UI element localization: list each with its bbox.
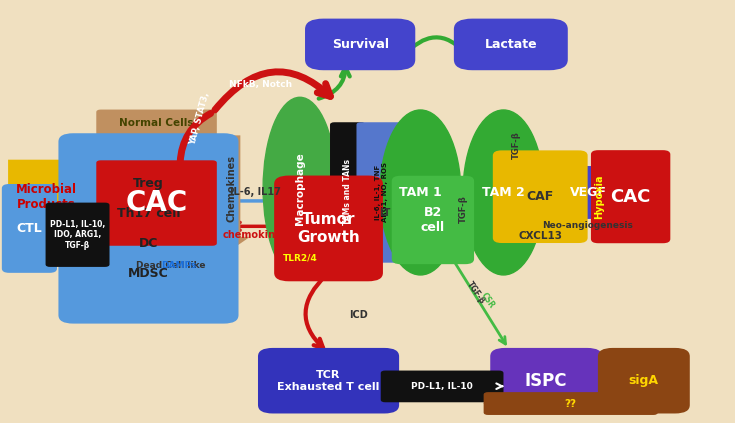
FancyBboxPatch shape: [490, 348, 602, 414]
Ellipse shape: [263, 97, 337, 279]
Text: sigA: sigA: [629, 374, 659, 387]
Text: PD-L1, IL-10,
IDO, ARG1,
TGF-β: PD-L1, IL-10, IDO, ARG1, TGF-β: [50, 220, 105, 250]
Text: TLR2/4: TLR2/4: [282, 253, 318, 263]
FancyBboxPatch shape: [305, 19, 415, 70]
Text: YAP, STAT3,: YAP, STAT3,: [188, 91, 212, 146]
Text: CSR: CSR: [478, 291, 496, 310]
FancyBboxPatch shape: [274, 176, 383, 281]
Text: Tumor
Growth: Tumor Growth: [297, 212, 360, 244]
Text: CAF: CAF: [526, 190, 554, 203]
Text: ??: ??: [564, 398, 577, 409]
Text: LT: LT: [379, 208, 390, 218]
Text: Treg

Th17 cell

DC

MDSC: Treg Th17 cell DC MDSC: [117, 177, 180, 280]
Text: TGF-β: TGF-β: [459, 195, 467, 223]
Text: TGF-β: TGF-β: [512, 131, 520, 159]
Text: DAMPs: DAMPs: [162, 261, 197, 270]
FancyBboxPatch shape: [381, 371, 503, 402]
Text: Macrophage: Macrophage: [295, 152, 305, 225]
Text: CAC: CAC: [611, 188, 650, 206]
Text: IL-6, IL-1, TNF
ARG1, NO, ROS: IL-6, IL-1, TNF ARG1, NO, ROS: [375, 162, 388, 222]
FancyBboxPatch shape: [453, 19, 567, 70]
Text: TAM 2: TAM 2: [482, 186, 525, 199]
Text: IL-6, IL17: IL-6, IL17: [230, 187, 282, 198]
FancyBboxPatch shape: [59, 133, 238, 324]
Text: Survival: Survival: [331, 38, 389, 51]
Text: CTL: CTL: [16, 222, 43, 235]
FancyBboxPatch shape: [492, 151, 587, 243]
Text: CAC: CAC: [126, 189, 187, 217]
FancyBboxPatch shape: [46, 203, 110, 267]
Text: Dead Cell like: Dead Cell like: [136, 261, 209, 270]
FancyBboxPatch shape: [330, 122, 365, 263]
FancyBboxPatch shape: [96, 110, 217, 275]
Text: Neo-angiogenesis: Neo-angiogenesis: [542, 220, 634, 230]
Text: B2
cell: B2 cell: [421, 206, 445, 234]
Text: Chemokines: Chemokines: [226, 155, 237, 222]
Text: Lactate: Lactate: [484, 38, 537, 51]
Text: PD-L1, IL-10: PD-L1, IL-10: [411, 382, 473, 391]
Text: CXCL13: CXCL13: [518, 231, 562, 241]
Polygon shape: [213, 135, 250, 250]
FancyBboxPatch shape: [258, 348, 399, 414]
Polygon shape: [8, 160, 95, 233]
FancyBboxPatch shape: [392, 176, 474, 264]
Text: TAM 1: TAM 1: [399, 186, 442, 199]
Text: TGF-β: TGF-β: [465, 280, 487, 306]
Text: Normal Cells: Normal Cells: [119, 118, 194, 128]
FancyBboxPatch shape: [484, 392, 658, 415]
Text: Hypoxia: Hypoxia: [594, 174, 604, 219]
FancyBboxPatch shape: [2, 184, 57, 273]
Text: VEGF: VEGF: [570, 186, 606, 199]
Text: ICD: ICD: [349, 310, 368, 320]
Text: TCR
Exhausted T cell: TCR Exhausted T cell: [277, 370, 380, 392]
Ellipse shape: [380, 110, 461, 275]
Text: ISPC: ISPC: [525, 372, 567, 390]
FancyBboxPatch shape: [538, 166, 638, 219]
Ellipse shape: [463, 110, 544, 275]
Text: TAMs and TANs: TAMs and TANs: [343, 159, 352, 225]
Text: Microbial
Products: Microbial Products: [15, 183, 76, 211]
Text: chemokines: chemokines: [223, 230, 289, 240]
FancyBboxPatch shape: [356, 122, 406, 263]
FancyBboxPatch shape: [598, 348, 689, 414]
FancyBboxPatch shape: [96, 160, 217, 246]
Text: NFkB, Notch: NFkB, Notch: [229, 80, 293, 89]
FancyBboxPatch shape: [591, 150, 670, 243]
